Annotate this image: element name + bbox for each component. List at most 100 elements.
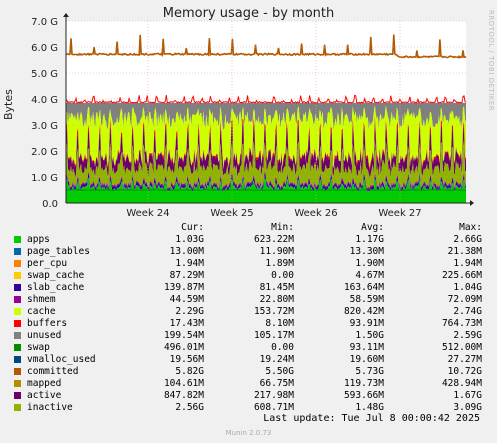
legend-avg: 119.73M (343, 378, 384, 389)
y-tick-label: 3.0 G (31, 121, 58, 132)
line-top-spikes (65, 94, 467, 104)
last-update: Last update: Tue Jul 8 00:00:42 2025 (263, 413, 480, 424)
legend-max: 10.72G (447, 366, 482, 377)
legend-max: 1.67G (453, 390, 482, 401)
legend-max: 2.66G (453, 234, 482, 245)
legend-row-cache: cache 2.29G 153.72M 820.42M 2.74G (14, 306, 490, 318)
y-tick-label: 2.0 G (31, 147, 58, 158)
line-committed (65, 34, 467, 59)
legend-min: 105.17M (253, 330, 294, 341)
legend-swatch (14, 392, 21, 399)
legend-avg: 1.90M (355, 258, 384, 269)
legend-row-vmalloc-used: vmalloc_used 19.56M 19.24M 19.60M 27.27M (14, 354, 490, 366)
legend-row-slab-cache: slab_cache 139.87M 81.45M 163.64M 1.04G (14, 282, 490, 294)
legend-swatch (14, 320, 21, 327)
legend-max: 1.94M (453, 258, 482, 269)
legend-row-mapped: mapped 104.61M 66.75M 119.73M 428.94M (14, 378, 490, 390)
y-tick-label: 4.0 G (31, 95, 58, 106)
legend-cur: 5.82G (175, 366, 204, 377)
col-cur: Cur: (181, 222, 204, 233)
legend-max: 21.38M (447, 246, 482, 257)
legend-max: 2.74G (453, 306, 482, 317)
legend-min: 608.71M (253, 402, 294, 413)
legend-cur: 44.59M (169, 294, 204, 305)
area-inactive (66, 139, 466, 189)
legend-name: shmem (27, 294, 56, 305)
legend-max: 512.00M (441, 342, 482, 353)
legend-row-buffers: buffers 17.43M 8.10M 93.91M 764.73M (14, 318, 490, 330)
munin-version: Munin 2.0.73 (225, 429, 272, 437)
legend-avg: 93.91M (349, 318, 384, 329)
legend-name: cache (27, 306, 56, 317)
legend-min: 153.72M (253, 306, 294, 317)
area-cache (66, 104, 466, 170)
legend-swatch (14, 248, 21, 255)
legend-min: 217.98M (253, 390, 294, 401)
legend-header: Cur: Min: Avg: Max: (14, 222, 490, 234)
area-buffers (66, 115, 466, 171)
x-tick-label: Week 24 (126, 208, 169, 219)
legend-name: slab_cache (27, 282, 85, 293)
legend-name: committed (27, 366, 79, 377)
legend-avg: 1.48G (355, 402, 384, 413)
legend-min: 1.89M (265, 258, 294, 269)
legend-cur: 87.29M (169, 270, 204, 281)
legend-min: 0.00 (271, 270, 294, 281)
legend-min: 623.22M (253, 234, 294, 245)
legend-swatch (14, 356, 21, 363)
col-max: Max: (459, 222, 482, 233)
legend-avg: 58.59M (349, 294, 384, 305)
legend-max: 27.27M (447, 354, 482, 365)
legend-cur: 2.29G (175, 306, 204, 317)
legend-max: 72.09M (447, 294, 482, 305)
x-tick-label: Week 25 (210, 208, 253, 219)
legend-max: 1.04G (453, 282, 482, 293)
memory-chart: 0.0 1.0 G 2.0 G 3.0 G 4.0 G 5.0 G 6.0 G 7.0 G We… (31, 13, 474, 219)
x-tick-label: Week 26 (294, 208, 337, 219)
legend-swatch (14, 272, 21, 279)
legend-min: 11.90M (259, 246, 294, 257)
legend-swatch (14, 236, 21, 243)
legend-row-swap-cache: swap_cache 87.29M 0.00 4.67M 225.66M (14, 270, 490, 282)
legend-avg: 163.64M (343, 282, 384, 293)
legend-cur: 2.56G (175, 402, 204, 413)
legend-max: 2.59G (453, 330, 482, 341)
legend-avg: 593.66M (343, 390, 384, 401)
legend-swatch (14, 296, 21, 303)
legend-cur: 199.54M (163, 330, 204, 341)
legend-min: 5.50G (265, 366, 294, 377)
area-unused (66, 102, 466, 131)
y-tick-label: 6.0 G (31, 43, 58, 54)
legend-name: swap_cache (27, 270, 85, 281)
legend-swatch (14, 284, 21, 291)
legend-table: Cur: Min: Avg: Max: apps 1.03G 623.22M 1.17… (14, 222, 490, 414)
legend-avg: 1.17G (355, 234, 384, 245)
legend-swatch (14, 404, 21, 411)
y-tick-label: 7.0 G (31, 17, 58, 28)
legend-avg: 93.11M (349, 342, 384, 353)
x-tick-label: Week 27 (378, 208, 421, 219)
legend-row-unused: unused 199.54M 105.17M 1.50G 2.59G (14, 330, 490, 342)
legend-min: 0.00 (271, 342, 294, 353)
legend-avg: 19.60M (349, 354, 384, 365)
legend-avg: 1.50G (355, 330, 384, 341)
legend-swatch (14, 308, 21, 315)
legend-name: per_cpu (27, 258, 68, 269)
legend-row-swap: swap 496.01M 0.00 93.11M 512.00M (14, 342, 490, 354)
legend-cur: 13.00M (169, 246, 204, 257)
line-swap (65, 189, 467, 191)
legend-row-page-tables: page_tables 13.00M 11.90M 13.30M 21.38M (14, 246, 490, 258)
legend-name: unused (27, 330, 62, 341)
legend-avg: 820.42M (343, 306, 384, 317)
legend-min: 22.80M (259, 294, 294, 305)
legend-min: 19.24M (259, 354, 294, 365)
legend-cur: 17.43M (169, 318, 204, 329)
col-avg: Avg: (361, 222, 384, 233)
legend-row-inactive: inactive 2.56G 608.71M 1.48G 3.09G (14, 402, 490, 414)
legend-cur: 19.56M (169, 354, 204, 365)
legend-row-active: active 847.82M 217.98M 593.66M 1.67G (14, 390, 490, 402)
legend-avg: 13.30M (349, 246, 384, 257)
legend-max: 225.66M (441, 270, 482, 281)
legend-name: page_tables (27, 246, 90, 257)
legend-cur: 104.61M (163, 378, 204, 389)
